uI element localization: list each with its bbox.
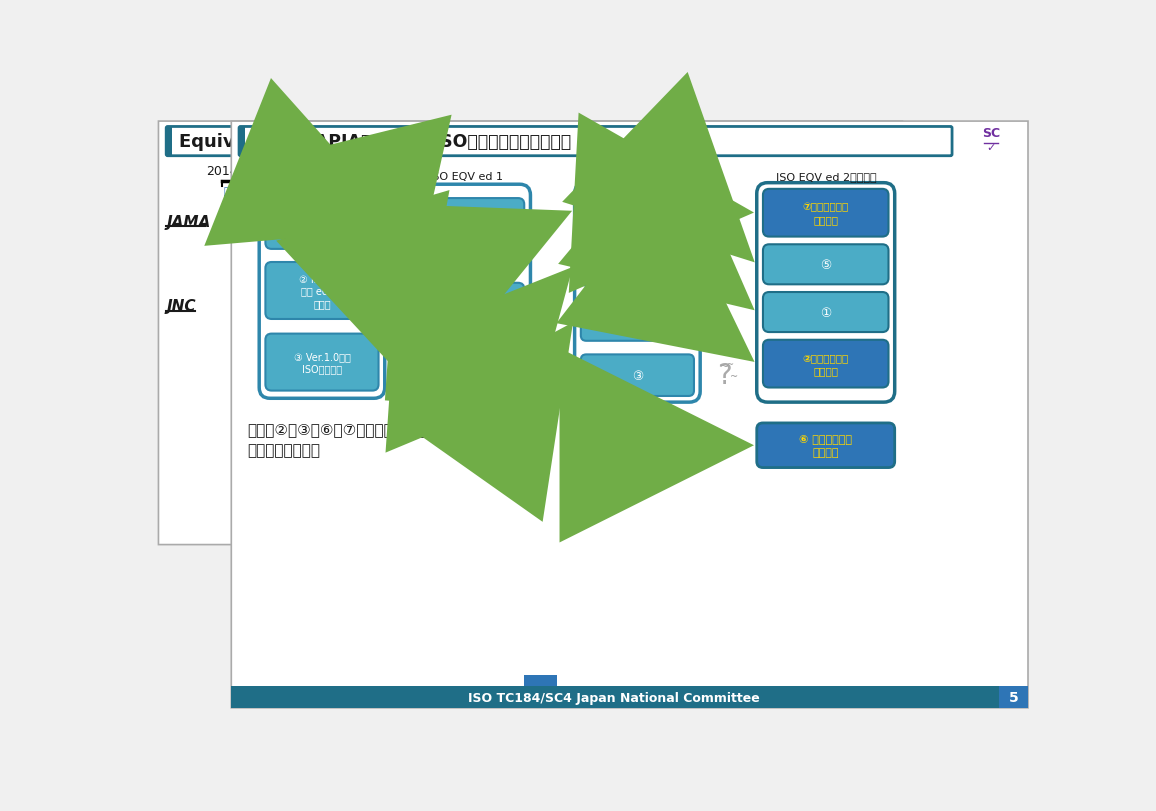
Text: ✓: ✓ <box>986 144 995 153</box>
FancyBboxPatch shape <box>414 199 525 262</box>
Text: 同一性検証タスク: 同一性検証タスク <box>578 208 629 217</box>
Text: ⑤: ⑤ <box>820 259 831 272</box>
Text: 2018: 2018 <box>578 165 610 178</box>
Text: ② ISO化候補
だが ed 1で
未実装: ② ISO化候補 だが ed 1で 未実装 <box>299 274 344 308</box>
Bar <box>525 676 557 686</box>
Text: 2015: 2015 <box>299 165 331 178</box>
FancyBboxPatch shape <box>231 122 1028 708</box>
FancyBboxPatch shape <box>763 341 889 388</box>
Text: ISO EQV ed 2（計画）: ISO EQV ed 2（計画） <box>776 172 876 182</box>
Text: ~: ~ <box>726 359 734 368</box>
Text: ①: ① <box>632 259 643 272</box>
Text: ~: ~ <box>720 362 729 371</box>
Text: 2019: 2019 <box>672 165 703 178</box>
Text: 同一性検証ガイドライン: 同一性検証ガイドライン <box>223 185 292 195</box>
Text: ①: ① <box>464 308 475 321</box>
Bar <box>231 686 1028 708</box>
Text: ③: ③ <box>632 369 643 382</box>
Text: SC: SC <box>866 127 883 140</box>
Bar <box>166 127 172 157</box>
Text: 2017: 2017 <box>486 165 517 178</box>
Text: JAMA: JAMA <box>166 214 210 230</box>
Text: ⑥ 次期プロジェ
クト候補: ⑥ 次期プロジェ クト候補 <box>799 434 852 457</box>
FancyBboxPatch shape <box>166 127 840 157</box>
FancyBboxPatch shape <box>757 183 895 402</box>
FancyBboxPatch shape <box>763 190 889 238</box>
FancyBboxPatch shape <box>763 293 889 333</box>
FancyBboxPatch shape <box>575 183 701 402</box>
FancyBboxPatch shape <box>158 122 903 545</box>
Text: 2021: 2021 <box>858 165 889 178</box>
Text: ③ドラフト文書、
検計資料有り: ③ドラフト文書、 検計資料有り <box>444 380 494 403</box>
Text: Equivalence Validation規格開発の経緯: Equivalence Validation規格開発の経緯 <box>178 133 483 151</box>
Text: 2016: 2016 <box>392 165 424 178</box>
FancyBboxPatch shape <box>266 263 378 320</box>
FancyBboxPatch shape <box>580 245 694 286</box>
FancyBboxPatch shape <box>580 190 694 231</box>
FancyBboxPatch shape <box>266 193 378 250</box>
Text: V1.0発行(2014/9): V1.0発行(2014/9) <box>223 194 304 204</box>
FancyBboxPatch shape <box>259 185 385 399</box>
FancyBboxPatch shape <box>414 366 525 418</box>
FancyBboxPatch shape <box>757 423 895 468</box>
FancyBboxPatch shape <box>266 334 378 391</box>
Text: JAMA/JAPIA基準編
Ver.2.0: JAMA/JAPIA基準編 Ver.2.0 <box>599 172 679 195</box>
Text: ③ Ver.1.0から
ISO化対象外: ③ Ver.1.0から ISO化対象外 <box>294 351 350 374</box>
Text: SC: SC <box>981 127 1000 140</box>
FancyBboxPatch shape <box>763 245 889 285</box>
Text: ?: ? <box>717 362 732 390</box>
Bar <box>239 127 245 157</box>
Text: 以下、②、③、⑥、⑦の具体的な内容に
ついて詳述する。: 以下、②、③、⑥、⑦の具体的な内容に ついて詳述する。 <box>246 422 429 458</box>
Text: ②: ② <box>632 314 643 327</box>
Text: 5: 5 <box>1008 690 1018 704</box>
FancyBboxPatch shape <box>414 283 525 346</box>
FancyBboxPatch shape <box>408 185 531 353</box>
Text: 同一性検証ガイドライン: 同一性検証ガイドライン <box>691 185 759 195</box>
Text: ②次期プロジェ
クト候補: ②次期プロジェ クト候補 <box>802 353 849 375</box>
FancyBboxPatch shape <box>580 355 694 397</box>
FancyBboxPatch shape <box>580 300 694 341</box>
Text: JAMA/JAPIA  Ver.1.0: JAMA/JAPIA Ver.1.0 <box>268 172 373 182</box>
Text: ~: ~ <box>731 371 739 381</box>
FancyBboxPatch shape <box>575 423 695 468</box>
Text: ① Ver.1.0をそ
のままISO化: ① Ver.1.0をそ のままISO化 <box>294 210 350 232</box>
Text: ISO EQV ed 1: ISO EQV ed 1 <box>429 172 503 182</box>
Text: ⑥JAMA/JAPIA
実務編
Ver.1.0: ⑥JAMA/JAPIA 実務編 Ver.1.0 <box>600 427 669 464</box>
Text: 基準編V2.0、実務編V1.0: 基準編V2.0、実務編V1.0 <box>691 194 781 204</box>
Text: ✓: ✓ <box>869 142 880 152</box>
Text: ⑦次期プロジェ
クト候補: ⑦次期プロジェ クト候補 <box>802 202 849 225</box>
Text: ⑤: ⑤ <box>632 204 643 217</box>
Text: 2020: 2020 <box>764 165 795 178</box>
Text: ①: ① <box>820 307 831 320</box>
Bar <box>999 686 1028 708</box>
Text: 発行(2020/6): 発行(2020/6) <box>691 203 748 213</box>
Text: ISO TC184/SC4 Japan National Committee: ISO TC184/SC4 Japan National Committee <box>468 691 759 704</box>
FancyBboxPatch shape <box>239 127 953 157</box>
Text: 2014: 2014 <box>206 165 238 178</box>
Text: JAMA/JAPIAガイドラインとISO同一性検証項目の関係: JAMA/JAPIAガイドラインとISO同一性検証項目の関係 <box>252 133 571 151</box>
Text: JNC: JNC <box>166 299 195 314</box>
Text: ⑤ ISOで新規
追加: ⑤ ISOで新規 追加 <box>445 219 494 242</box>
